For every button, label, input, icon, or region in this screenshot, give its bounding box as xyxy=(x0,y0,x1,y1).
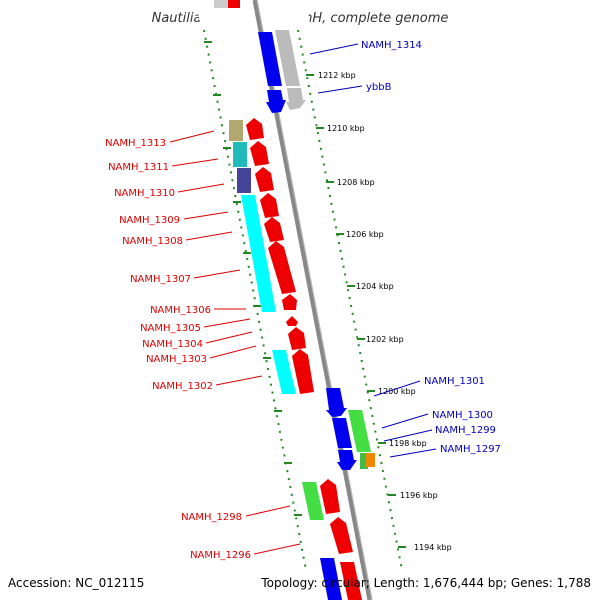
gene-namh-1313 xyxy=(246,118,264,140)
accession-text: Accession: NC_012115 xyxy=(8,576,144,590)
gene-namh-1302-domain xyxy=(272,350,296,394)
gene-label: ybbB xyxy=(366,82,392,93)
gene-namh-1300-domain xyxy=(348,410,371,452)
gene-namh-1296 xyxy=(330,517,353,554)
gene-namh-1299 xyxy=(337,450,357,470)
scale-labels: 1212 kbp 1210 kbp 1208 kbp 1206 kbp 1204… xyxy=(318,71,452,552)
feature-partial-bottom-red xyxy=(340,562,362,600)
gene-ybbb-arrow xyxy=(286,88,306,110)
gene-namh-1310-domain xyxy=(237,168,251,193)
feature-partial-bottom-blue xyxy=(320,558,342,600)
gene-namh-1297-domain xyxy=(360,453,368,469)
gene-namh-1309-1307-domain xyxy=(241,195,276,312)
feature-partial-top-red xyxy=(228,0,240,8)
gene-label: NAMH_1304 xyxy=(142,339,203,350)
scale-label: 1208 kbp xyxy=(337,178,375,187)
left-label-connectors xyxy=(169,130,301,555)
gene-namh-1314-arrow xyxy=(266,90,286,113)
gene-namh-1311-domain xyxy=(233,142,247,167)
gene-label: NAMH_1300 xyxy=(432,410,493,421)
scale-label: 1210 kbp xyxy=(327,124,365,133)
gene-label: NAMH_1305 xyxy=(140,323,201,334)
gene-namh-1301 xyxy=(326,388,347,417)
left-gene-labels: NAMH_1313 NAMH_1311 NAMH_1310 NAMH_1309 … xyxy=(105,138,251,561)
gene-label: NAMH_1313 xyxy=(105,138,166,149)
gene-label: NAMH_1307 xyxy=(130,274,191,285)
scale-label: 1198 kbp xyxy=(389,439,427,448)
scale-label: 1202 kbp xyxy=(366,335,404,344)
right-label-connectors xyxy=(309,43,437,458)
feature-partial-top xyxy=(214,0,228,8)
gene-label: NAMH_1302 xyxy=(152,381,213,392)
gene-namh-1311 xyxy=(250,141,269,166)
gene-namh-1314 xyxy=(258,32,282,86)
gene-label: NAMH_1306 xyxy=(150,305,211,316)
gene-namh-1313-domain xyxy=(229,120,243,141)
scale-label: 1196 kbp xyxy=(400,491,438,500)
topology-text: Topology: circular; Length: 1,676,444 bp… xyxy=(260,576,591,590)
track-edge-left xyxy=(203,29,307,571)
gene-namh-1306 xyxy=(282,294,297,310)
gene-namh-1297 xyxy=(366,453,375,467)
scale-label: 1204 kbp xyxy=(356,282,394,291)
gene-namh-1304 xyxy=(288,327,306,350)
scale-label: 1194 kbp xyxy=(414,543,452,552)
scale-label: 1200 kbp xyxy=(378,387,416,396)
gene-label: NAMH_1308 xyxy=(122,236,183,247)
gene-label: NAMH_1311 xyxy=(108,162,169,173)
gene-namh-1300 xyxy=(332,418,352,448)
right-gene-labels: NAMH_1314 ybbB NAMH_1301 NAMH_1300 NAMH_… xyxy=(361,40,501,455)
gene-namh-1309 xyxy=(260,193,279,218)
gene-label: NAMH_1310 xyxy=(114,188,175,199)
gene-namh-1305 xyxy=(286,316,298,326)
gene-namh-1298 xyxy=(320,479,340,514)
gene-label: NAMH_1301 xyxy=(424,376,485,387)
gene-namh-1307 xyxy=(268,241,296,294)
gene-label: NAMH_1314 xyxy=(361,40,422,51)
gene-label: NAMH_1303 xyxy=(146,354,207,365)
gene-namh-1302 xyxy=(292,349,314,394)
gene-label: NAMH_1296 xyxy=(190,550,251,561)
gene-label: NAMH_1309 xyxy=(119,215,180,226)
scale-label: 1206 kbp xyxy=(346,230,384,239)
gene-namh-1308 xyxy=(264,217,284,242)
gene-label: NAMH_1298 xyxy=(181,512,242,523)
gene-ybbb-block-a xyxy=(275,30,300,86)
scale-marks xyxy=(204,41,406,548)
gene-namh-1310 xyxy=(255,167,274,192)
scale-label: 1212 kbp xyxy=(318,71,356,80)
gene-label: NAMH_1299 xyxy=(435,425,496,436)
gene-namh-1298-domain xyxy=(302,482,324,520)
track-band xyxy=(196,0,406,600)
gene-label: NAMH_1297 xyxy=(440,444,501,455)
